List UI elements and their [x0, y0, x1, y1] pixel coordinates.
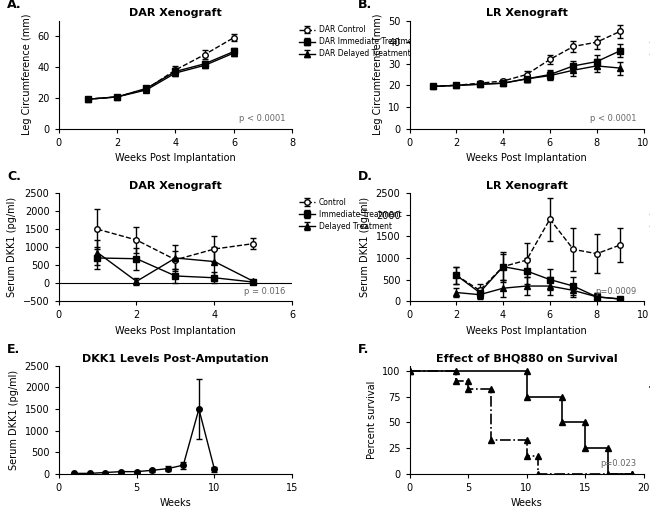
Text: C.: C.: [7, 170, 21, 183]
Title: DAR Xenograft: DAR Xenograft: [129, 8, 222, 19]
Text: D.: D.: [358, 170, 373, 183]
Control: [534, 453, 542, 459]
Treated: [604, 471, 612, 477]
Treated: [581, 419, 589, 425]
Text: E.: E.: [7, 343, 20, 356]
Control: [488, 385, 495, 391]
X-axis label: Weeks Post Implantation: Weeks Post Implantation: [466, 153, 587, 163]
Text: p < 0.0001: p < 0.0001: [239, 114, 285, 123]
Y-axis label: Leg Circumference (mm): Leg Circumference (mm): [372, 14, 383, 135]
Y-axis label: Serum DKK1 (pg/ml): Serum DKK1 (pg/ml): [9, 370, 19, 470]
Title: DAR Xenograft: DAR Xenograft: [129, 181, 222, 191]
X-axis label: Weeks: Weeks: [160, 499, 191, 508]
X-axis label: Weeks: Weeks: [511, 499, 542, 508]
Treated: [604, 445, 612, 451]
Treated: [523, 393, 530, 400]
Legend: DAR Control, DAR Immediate Treatment, DAR Delayed Treatment: DAR Control, DAR Immediate Treatment, DA…: [298, 24, 421, 59]
Y-axis label: Leg Circumference (mm): Leg Circumference (mm): [21, 14, 32, 135]
Text: p=0.0009: p=0.0009: [595, 287, 636, 296]
Control: [523, 437, 530, 443]
Control: [452, 368, 460, 374]
Control: [488, 437, 495, 443]
Y-axis label: Percent survival: Percent survival: [367, 381, 376, 459]
Treated: [558, 419, 566, 425]
Y-axis label: Serum DKK1 (pg/ml): Serum DKK1 (pg/ml): [7, 197, 18, 297]
Text: p = 0.016: p = 0.016: [244, 287, 285, 296]
Control: [406, 368, 413, 374]
Title: Effect of BHQ880 on Survival: Effect of BHQ880 on Survival: [436, 354, 618, 364]
Line: Control: Control: [407, 368, 634, 476]
Title: LR Xenograft: LR Xenograft: [486, 181, 567, 191]
Control: [523, 453, 530, 459]
Treated: [628, 471, 636, 477]
Text: A.: A.: [7, 0, 21, 11]
X-axis label: Weeks Post Implantation: Weeks Post Implantation: [115, 153, 236, 163]
Treated: [558, 393, 566, 400]
Treated: [406, 368, 413, 374]
Text: p < 0.0001: p < 0.0001: [590, 114, 636, 123]
Line: Treated: Treated: [407, 368, 634, 476]
X-axis label: Weeks Post Implantation: Weeks Post Implantation: [466, 325, 587, 336]
Title: LR Xenograft: LR Xenograft: [486, 8, 567, 19]
Text: B.: B.: [358, 0, 372, 11]
Control: [452, 378, 460, 384]
Title: DKK1 Levels Post-Amputation: DKK1 Levels Post-Amputation: [82, 354, 269, 364]
Treated: [581, 445, 589, 451]
Control: [464, 378, 472, 384]
Text: F.: F.: [358, 343, 369, 356]
Control: [464, 385, 472, 391]
Control: [628, 471, 636, 477]
Control: [534, 471, 542, 477]
Y-axis label: Serum DKK1 (pg/ml): Serum DKK1 (pg/ml): [360, 197, 370, 297]
X-axis label: Weeks Post Implantation: Weeks Post Implantation: [115, 325, 236, 336]
Legend: Control, Immediate Treatment, Delayed Treatment: Control, Immediate Treatment, Delayed Tr…: [298, 197, 402, 232]
Text: p=0.023: p=0.023: [601, 459, 636, 469]
Treated: [523, 368, 530, 374]
